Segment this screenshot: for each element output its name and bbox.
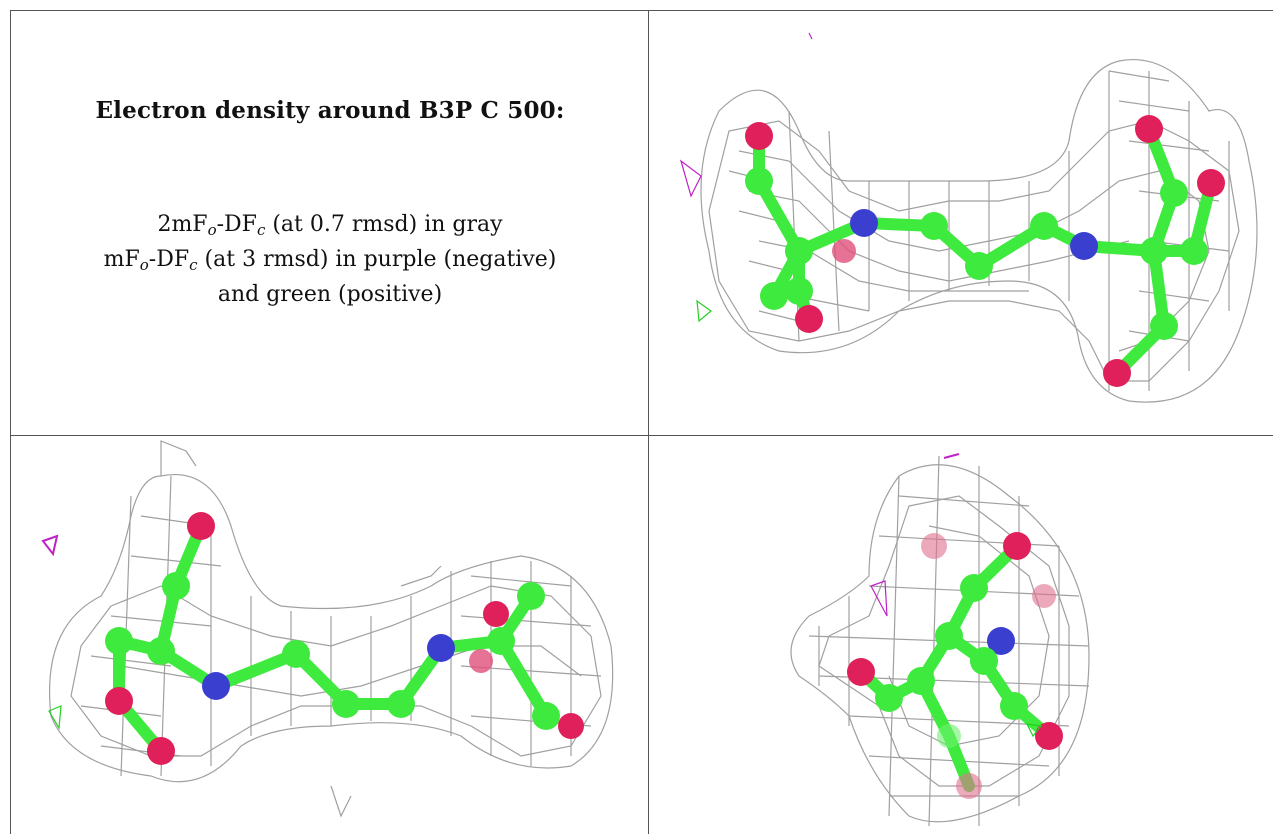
left-border xyxy=(10,10,11,834)
difference-density xyxy=(870,453,1043,738)
legend-line-2fo: 2mFo-DFc (at 0.7 rmsd) in gray xyxy=(157,212,503,239)
atoms xyxy=(105,512,584,765)
figure-title: Electron density around B3P C 500: xyxy=(95,97,565,124)
view-bottom-left xyxy=(11,436,648,834)
difference-density xyxy=(679,32,813,323)
figure-grid: Electron density around B3P C 500: 2mFo-… xyxy=(10,10,1273,834)
legend-line-positive: and green (positive) xyxy=(217,282,443,307)
middle-divider xyxy=(648,10,649,834)
legend-line-fo: mFo-DFc (at 3 rmsd) in purple (negative) xyxy=(103,247,557,274)
top-border xyxy=(10,10,1273,11)
molecule-render-3 xyxy=(790,453,1090,827)
atoms xyxy=(745,115,1225,387)
atoms xyxy=(847,532,1063,799)
density-mesh xyxy=(790,455,1090,827)
molecule-render-1 xyxy=(679,32,1258,403)
difference-density xyxy=(41,534,62,730)
density-mesh xyxy=(48,440,614,818)
view-bottom-right xyxy=(649,436,1273,834)
bond-sticks xyxy=(855,540,1055,792)
legend-text: 2mFo-DFc (at 0.7 rmsd) in gray mFo-DFc (… xyxy=(11,207,648,312)
view-top-right xyxy=(649,11,1273,435)
molecule-render-2 xyxy=(41,440,614,818)
legend-cell: Electron density around B3P C 500: 2mFo-… xyxy=(11,11,648,435)
row-divider xyxy=(10,435,1273,436)
